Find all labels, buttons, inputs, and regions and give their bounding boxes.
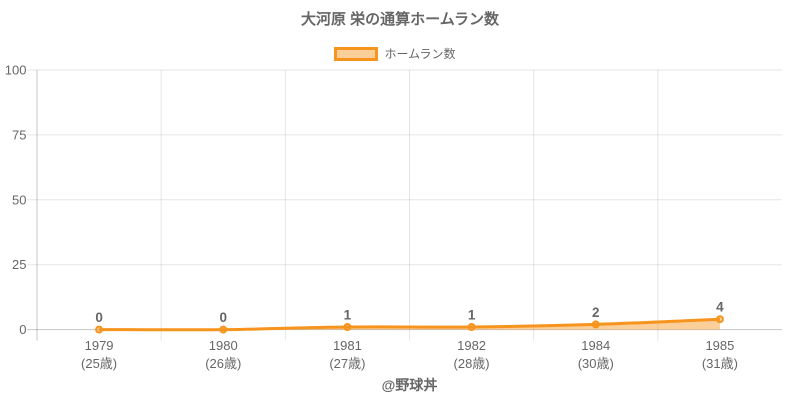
legend-label: ホームラン数	[384, 47, 456, 61]
chart-title: 大河原 栄の通算ホームラン数	[301, 11, 499, 28]
point-value-label: 2	[592, 305, 600, 320]
y-tick-label: 100	[5, 63, 27, 78]
x-tick-label-age: (28歳)	[454, 356, 490, 371]
x-tick-label-age: (30歳)	[578, 356, 614, 371]
x-tick-label-year: 1980	[209, 338, 238, 353]
point-value-label: 1	[468, 308, 476, 323]
data-point[interactable]	[467, 323, 476, 332]
x-tick-label-age: (31歳)	[702, 356, 738, 371]
point-value-label: 1	[344, 308, 352, 323]
x-tick-label-year: 1981	[333, 338, 362, 353]
y-tick-label: 50	[12, 192, 26, 207]
data-point[interactable]	[591, 320, 600, 329]
data-point[interactable]	[219, 325, 228, 334]
y-tick-label: 25	[12, 257, 26, 272]
y-tick-label: 75	[12, 127, 26, 142]
x-tick-label-age: (27歳)	[329, 356, 365, 371]
data-point[interactable]	[95, 325, 104, 334]
legend-item-homeruns[interactable]: ホームラン数	[334, 47, 456, 61]
x-tick-label-year: 1984	[581, 338, 610, 353]
watermark: @野球丼	[381, 377, 438, 393]
series-line	[99, 317, 720, 332]
data-point[interactable]	[343, 323, 352, 332]
x-tick-label-year: 1979	[85, 338, 114, 353]
legend-swatch	[334, 47, 379, 61]
point-value-label: 0	[95, 310, 103, 325]
series-area	[99, 319, 720, 330]
x-tick-label-age: (26歳)	[205, 356, 241, 371]
legend: ホームラン数	[0, 47, 795, 61]
point-value-label: 4	[716, 300, 724, 315]
x-tick-label-year: 1985	[705, 338, 734, 353]
point-value-label: 0	[219, 310, 227, 325]
data-point[interactable]	[715, 315, 724, 324]
x-tick-label-age: (25歳)	[81, 356, 117, 371]
y-tick-label: 0	[19, 322, 26, 337]
x-tick-label-year: 1982	[457, 338, 486, 353]
